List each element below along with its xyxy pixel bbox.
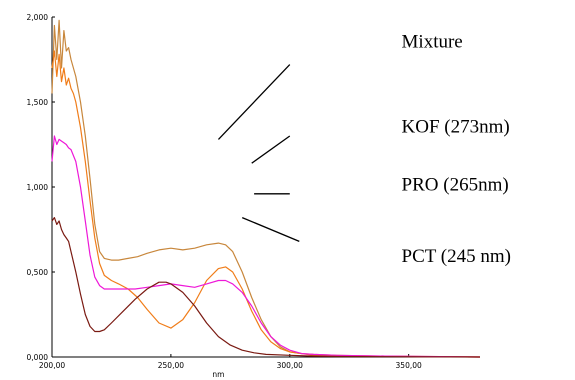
y-tick-label: 2,000 bbox=[27, 13, 49, 22]
spectrum-curves bbox=[51, 19, 481, 358]
y-tick-label: 1,000 bbox=[27, 183, 49, 192]
annotation-labels: Mixture KOF (273nm) PRO (265nm) PCT (245 nm… bbox=[402, 32, 511, 267]
annotation-label: Mixture bbox=[402, 32, 463, 53]
y-tick-label: 0,500 bbox=[27, 268, 49, 277]
y-tick-label: 1,500 bbox=[27, 98, 49, 107]
x-tick-label: 300,00 bbox=[277, 361, 303, 370]
x-axis-label: nm bbox=[212, 370, 224, 379]
leader-line bbox=[241, 217, 300, 242]
spectrum-line bbox=[51, 135, 481, 358]
x-tick-label: 200,00 bbox=[39, 361, 65, 370]
y-tick-label: 0,000 bbox=[27, 353, 49, 362]
spectrum-line bbox=[51, 50, 481, 358]
leader-line bbox=[251, 135, 291, 164]
annotation-label: KOF (273nm) bbox=[402, 117, 510, 138]
y-axis-ticks: 0,000 0,500 1,000 1,500 2,000 bbox=[27, 13, 55, 362]
leader-line bbox=[217, 64, 291, 140]
spectrum-line bbox=[51, 217, 481, 358]
x-tick-label: 250,00 bbox=[158, 361, 184, 370]
annotation-label: PRO (265nm) bbox=[402, 174, 509, 195]
leader-lines bbox=[217, 64, 300, 242]
x-axis-ticks: 200,00 250,00 300,00 350,00 nm bbox=[39, 354, 422, 379]
x-tick-label: 350,00 bbox=[396, 361, 422, 370]
annotation-label: PCT (245 nm) bbox=[402, 246, 511, 267]
